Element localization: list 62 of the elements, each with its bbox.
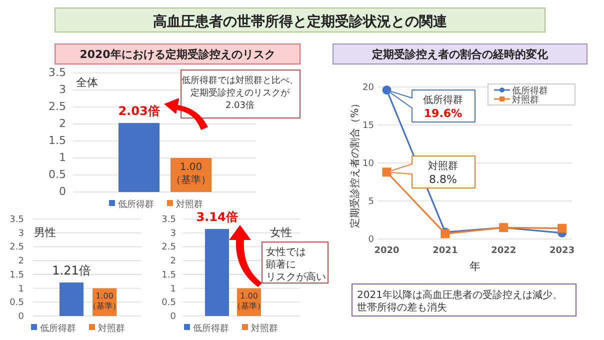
annotation: 対照群 xyxy=(428,160,458,172)
y-axis-title: 定期受診控え者の割合（%） xyxy=(349,98,361,228)
legend-label: 低所得群 xyxy=(193,323,229,334)
x-tick-label: 2021 xyxy=(432,246,458,256)
x-tick-label: 2020 xyxy=(374,246,400,256)
y-tick-label: 2.5 xyxy=(10,242,24,253)
y-tick-label: 2.5 xyxy=(48,100,66,113)
annotation: 全体 xyxy=(76,76,98,89)
annotation: 女性 xyxy=(270,226,292,239)
y-tick-label: 1.5 xyxy=(10,270,24,280)
data-label: 1.00 （基準） xyxy=(233,291,265,311)
y-tick-label: 20 xyxy=(362,83,374,93)
y-tick-label: 3.5 xyxy=(48,66,66,79)
x-axis-title: 年 xyxy=(470,260,480,273)
y-tick-label: 0 xyxy=(368,235,374,245)
chart-title: 定期受診控え者の割合の経時的変化 xyxy=(371,48,549,61)
y-tick-label: 1.5 xyxy=(48,134,66,147)
y-tick-label: 5 xyxy=(368,197,374,207)
y-tick-label: 0 xyxy=(170,312,176,322)
text: 2021年以降は高血圧患者の受診控えは減少、世帯所得の差も消失 xyxy=(357,289,562,314)
legend-label: 低所得群 xyxy=(118,199,154,210)
y-tick-label: 3 xyxy=(170,228,176,239)
data-label: 1.00 （基準） xyxy=(88,291,120,311)
y-tick-label: 10 xyxy=(362,159,374,169)
annotation: 低所得群では対照群と比べ、定期受診控えのリスクが2.03倍 xyxy=(182,75,298,111)
y-tick-label: 1.5 xyxy=(162,270,176,280)
legend-label: 対照群 xyxy=(98,323,125,334)
legend-label: 低所得群 xyxy=(40,323,76,334)
legend-label: 対照群 xyxy=(251,323,278,334)
y-tick-label: 2 xyxy=(170,256,176,267)
text: 高血圧患者の世帯所得と定期受診状況との関連 xyxy=(153,13,448,30)
legend-label: 低所得群 xyxy=(512,86,548,96)
y-tick-label: 3 xyxy=(18,228,24,239)
y-tick-label: 0.5 xyxy=(48,168,66,181)
y-tick-label: 0 xyxy=(18,312,24,322)
y-tick-label: 0 xyxy=(59,185,66,198)
x-tick-label: 2023 xyxy=(550,246,575,256)
y-tick-label: 3.5 xyxy=(10,215,24,225)
y-tick-label: 1 xyxy=(59,151,66,164)
y-tick-label: 1 xyxy=(18,284,24,294)
y-tick-label: 2 xyxy=(18,256,24,267)
annotation: 19.6% xyxy=(424,107,462,120)
y-tick-label: 0.5 xyxy=(162,298,176,308)
y-tick-label: 1 xyxy=(170,284,176,294)
data-label: 2.03倍 xyxy=(118,104,160,118)
y-tick-label: 3 xyxy=(59,83,66,96)
point xyxy=(558,224,567,233)
y-tick-label: 3.5 xyxy=(162,215,176,225)
data-label: 1.21倍 xyxy=(52,263,91,278)
chart-subtitle: 2020年における定期受診控えのリスク xyxy=(80,48,276,61)
legend-label: 対照群 xyxy=(176,199,203,210)
annotation: 低所得群 xyxy=(423,94,463,106)
x-tick-label: 2022 xyxy=(491,246,516,256)
y-tick-label: 0.5 xyxy=(10,298,24,308)
data-label: 1.00 （基準） xyxy=(171,162,211,186)
y-tick-label: 15 xyxy=(362,121,374,131)
y-tick-label: 2.5 xyxy=(162,242,176,253)
annotation: 男性 xyxy=(34,226,56,239)
y-tick-label: 2 xyxy=(59,117,66,130)
annotation: 8.8% xyxy=(429,173,457,186)
data-label: 3.14倍 xyxy=(196,210,238,224)
legend-label: 対照群 xyxy=(512,94,539,106)
